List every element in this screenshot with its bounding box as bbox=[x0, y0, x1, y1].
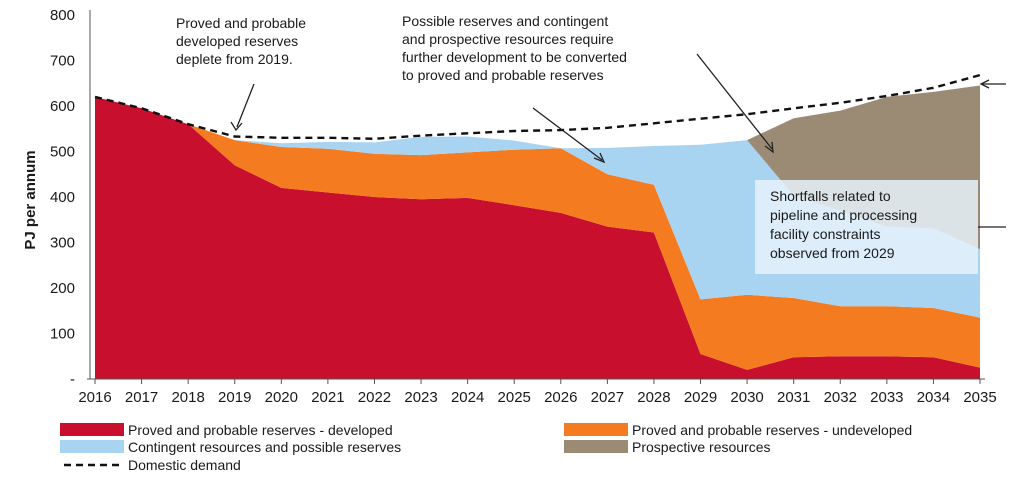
x-tick-label: 2030 bbox=[730, 389, 763, 406]
y-tick-label: 300 bbox=[50, 235, 75, 252]
annotation-possible-line-1: Possible reserves and contingent bbox=[402, 13, 608, 29]
x-tick-label: 2024 bbox=[451, 389, 484, 406]
legend-swatch-prospective bbox=[564, 440, 628, 453]
y-tick-label: - bbox=[70, 371, 75, 388]
annotation-shortfall-line-2: pipeline and processing bbox=[770, 207, 917, 223]
annotation-possible: Possible reserves and contingent and pro… bbox=[402, 13, 627, 83]
x-tick-label: 2017 bbox=[125, 389, 158, 406]
y-tick-label: 800 bbox=[50, 7, 75, 24]
legend-label-prospective: Prospective resources bbox=[632, 439, 771, 455]
x-tick-label: 2020 bbox=[265, 389, 298, 406]
x-tick-label: 2019 bbox=[218, 389, 251, 406]
legend-swatch-undeveloped bbox=[564, 423, 628, 436]
x-tick-label: 2029 bbox=[684, 389, 717, 406]
legend-swatch-developed bbox=[60, 423, 124, 436]
y-tick-label: 600 bbox=[50, 98, 75, 115]
y-ticks-group: 800 700 600 500 400 300 200 100 - bbox=[50, 7, 75, 388]
annotation-arrows bbox=[230, 53, 1006, 228]
arrow-developed-head bbox=[230, 121, 243, 132]
annotation-possible-line-4: to proved and probable reserves bbox=[402, 67, 604, 83]
x-ticks-group: 2016 2017 2018 2019 2020 2021 2022 2023 2024 2025… bbox=[78, 379, 997, 406]
arrow-possible-2-head bbox=[764, 141, 774, 154]
x-tick-label: 2016 bbox=[78, 389, 111, 406]
arrow-demand-right-head bbox=[979, 79, 990, 89]
x-tick-label: 2018 bbox=[171, 389, 204, 406]
annotation-developed-line-1: Proved and probable bbox=[176, 15, 306, 31]
demand-line-group bbox=[94, 73, 981, 141]
annotation-shortfall: Shortfalls related to pipeline and proce… bbox=[770, 188, 917, 261]
x-tick-label: 2027 bbox=[591, 389, 624, 406]
y-axis-label: PJ per annum bbox=[22, 150, 39, 249]
axes-group bbox=[87, 10, 985, 380]
x-tick-label: 2028 bbox=[637, 389, 670, 406]
y-tick-label: 500 bbox=[50, 144, 75, 161]
legend-label-demand: Domestic demand bbox=[128, 457, 241, 473]
area-series-1 bbox=[95, 96, 980, 380]
annotation-developed: Proved and probable developed reserves d… bbox=[176, 15, 306, 67]
x-tick-label: 2022 bbox=[358, 389, 391, 406]
x-tick-label: 2021 bbox=[311, 389, 344, 406]
x-tick-label: 2026 bbox=[544, 389, 577, 406]
y-tick-label: 200 bbox=[50, 280, 75, 297]
x-tick-label: 2032 bbox=[824, 389, 857, 406]
shortfall-box-group bbox=[755, 180, 978, 274]
x-tick-label: 2035 bbox=[963, 389, 996, 406]
x-tick-label: 2031 bbox=[777, 389, 810, 406]
arrow-possible-2 bbox=[696, 53, 773, 150]
annotation-developed-line-3: deplete from 2019. bbox=[176, 51, 293, 67]
x-tick-label: 2025 bbox=[498, 389, 531, 406]
arrow-developed bbox=[236, 83, 255, 128]
y-tick-label: 100 bbox=[50, 326, 75, 343]
annotation-developed-line-2: developed reserves bbox=[176, 33, 298, 49]
x-tick-label: 2033 bbox=[870, 389, 903, 406]
annotation-shortfall-line-4: observed from 2029 bbox=[770, 245, 895, 261]
y-tick-label: 700 bbox=[50, 53, 75, 70]
arrow-possible-1 bbox=[532, 107, 603, 161]
annotation-shortfall-line-1: Shortfalls related to bbox=[770, 188, 891, 204]
shortfall-box bbox=[755, 180, 978, 274]
legend-swatch-contingent bbox=[60, 440, 124, 453]
area-series-4 bbox=[95, 85, 980, 250]
legend-label-developed: Proved and probable reserves - developed bbox=[128, 422, 393, 438]
legend-label-contingent: Contingent resources and possible reserv… bbox=[128, 439, 401, 455]
demand-line bbox=[94, 73, 981, 141]
annotation-possible-line-3: further development to be converted bbox=[402, 49, 627, 65]
annotation-shortfall-line-3: facility constraints bbox=[770, 226, 880, 242]
legend: Proved and probable reserves - developed… bbox=[60, 422, 912, 473]
area-series-2 bbox=[95, 96, 980, 370]
x-tick-label: 2034 bbox=[917, 389, 950, 406]
legend-label-undeveloped: Proved and probable reserves - undevelop… bbox=[632, 422, 912, 438]
x-tick-label: 2023 bbox=[404, 389, 437, 406]
annotation-possible-line-2: and prospective resources require bbox=[402, 31, 614, 47]
y-tick-label: 400 bbox=[50, 189, 75, 206]
arrow-possible-1-head bbox=[593, 152, 606, 164]
